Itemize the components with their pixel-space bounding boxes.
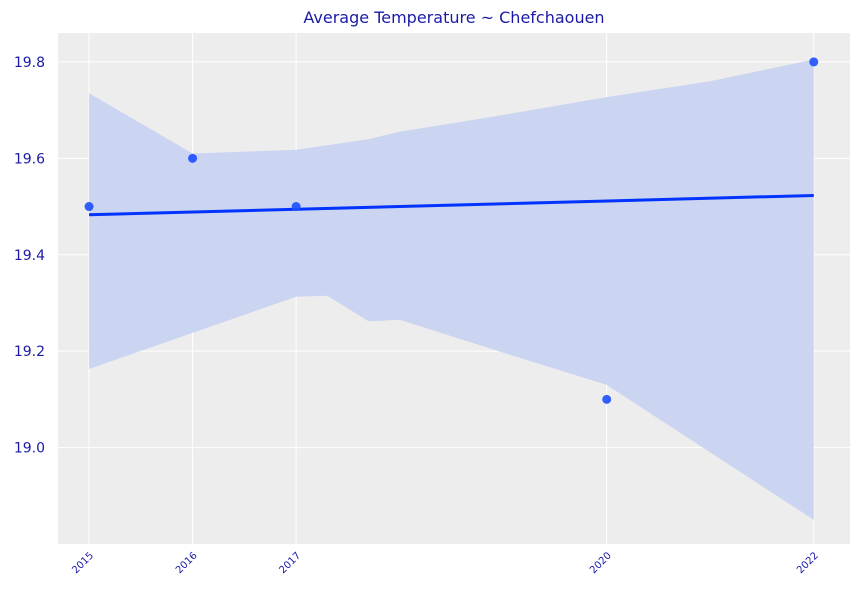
y-tick-label: 19.0: [14, 441, 45, 457]
x-tick-label: 2017: [277, 550, 303, 576]
data-point-2015: [84, 202, 94, 212]
x-axis-ticks: 2015 2016 2017 2020 2022: [70, 550, 820, 576]
chart-title: Average Temperature ~ Chefchaouen: [303, 8, 604, 27]
x-tick-label: 2022: [795, 550, 821, 576]
y-axis-ticks: 19.0 19.2 19.4 19.6 19.8: [14, 55, 45, 457]
data-point-2022: [809, 57, 819, 67]
y-tick-label: 19.6: [14, 151, 45, 167]
y-tick-label: 19.2: [14, 344, 45, 360]
x-tick-label: 2016: [174, 550, 200, 576]
data-points: [84, 57, 819, 404]
x-tick-label: 2015: [70, 550, 96, 576]
data-point-2020: [602, 394, 612, 404]
confidence-band: [89, 59, 814, 520]
regression-line: [89, 193, 814, 217]
data-point-2017: [291, 202, 301, 212]
data-point-2016: [188, 153, 198, 163]
x-tick-label: 2020: [588, 550, 614, 576]
y-tick-label: 19.8: [14, 55, 45, 71]
y-tick-label: 19.4: [14, 248, 45, 264]
